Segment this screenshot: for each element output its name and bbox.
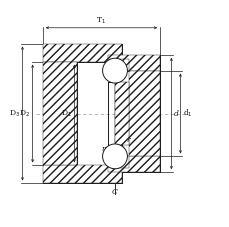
Bar xyxy=(114,165,121,168)
Bar xyxy=(43,62,76,165)
Bar xyxy=(43,44,121,62)
Text: D$_3$: D$_3$ xyxy=(9,108,20,119)
Bar xyxy=(108,55,159,71)
Bar xyxy=(114,82,121,145)
Text: r: r xyxy=(101,145,105,153)
Bar xyxy=(43,165,121,183)
Bar xyxy=(114,59,128,71)
Circle shape xyxy=(102,58,127,83)
Circle shape xyxy=(102,144,127,169)
Text: D$_1$: D$_1$ xyxy=(61,108,72,119)
Text: C: C xyxy=(112,188,117,196)
Text: d$_1$: d$_1$ xyxy=(182,108,192,119)
Text: r: r xyxy=(126,136,130,144)
Text: d: d xyxy=(173,109,178,118)
Text: T$_1$: T$_1$ xyxy=(96,15,106,26)
Bar xyxy=(114,59,121,62)
Bar xyxy=(114,82,128,145)
Bar xyxy=(128,71,159,156)
Bar xyxy=(114,156,128,168)
Text: D$_2$: D$_2$ xyxy=(19,108,30,119)
Bar xyxy=(108,156,159,172)
